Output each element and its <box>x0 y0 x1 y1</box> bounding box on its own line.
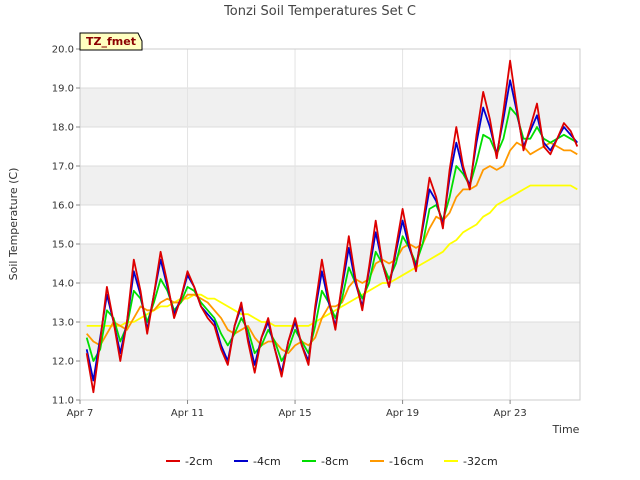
legend-label: -8cm <box>321 455 349 468</box>
y-tick-label: 11.0 <box>52 396 74 407</box>
legend-label: -4cm <box>253 455 281 468</box>
y-tick-label: 18.0 <box>52 123 74 134</box>
grid-lines <box>79 48 581 401</box>
x-axis-ticks: Apr 7 Apr 11 Apr 15 Apr 19 Apr 23 <box>67 400 527 419</box>
site-badge: TZ_fmet <box>79 32 143 51</box>
y-tick-label: 19.0 <box>52 84 74 95</box>
x-tick-label: Apr 7 <box>67 408 94 419</box>
y-tick-label: 15.0 <box>52 240 74 251</box>
x-tick-label: Apr 11 <box>171 408 204 419</box>
series-line-minus-2cm <box>85 59 579 394</box>
x-tick-label: Apr 15 <box>278 408 311 419</box>
x-tick-label: Apr 19 <box>386 408 419 419</box>
legend-label: -2cm <box>185 455 213 468</box>
legend-label: -16cm <box>389 455 424 468</box>
series-lines <box>85 59 579 394</box>
y-tick-label: 20.0 <box>52 45 74 56</box>
y-tick-label: 13.0 <box>52 318 74 329</box>
plot-frame <box>79 48 581 401</box>
site-badge-box <box>79 32 143 51</box>
y-tick-label: 17.0 <box>52 162 74 173</box>
x-axis-label: Time <box>552 423 580 436</box>
plot-band <box>80 322 580 361</box>
series-line-minus-16cm <box>86 141 578 355</box>
legend: -2cm -4cm -8cm -16cm -32cm <box>166 455 498 468</box>
y-axis-ticks: 11.0 12.0 13.0 14.0 15.0 16.0 17.0 18.0 19.0 20.0 <box>52 45 80 407</box>
plot-band <box>80 88 580 127</box>
y-tick-label: 12.0 <box>52 357 74 368</box>
chart-title: Tonzi Soil Temperatures Set C <box>223 4 416 19</box>
plot-band <box>80 166 580 205</box>
legend-label: -32cm <box>463 455 498 468</box>
y-axis-label: Soil Temperature (C) <box>7 168 20 281</box>
y-tick-label: 14.0 <box>52 279 74 290</box>
x-tick-label: Apr 23 <box>494 408 527 419</box>
site-badge-label: TZ_fmet <box>86 35 136 48</box>
plot-band <box>80 244 580 283</box>
plot-background <box>80 49 580 400</box>
y-tick-label: 16.0 <box>52 201 74 212</box>
